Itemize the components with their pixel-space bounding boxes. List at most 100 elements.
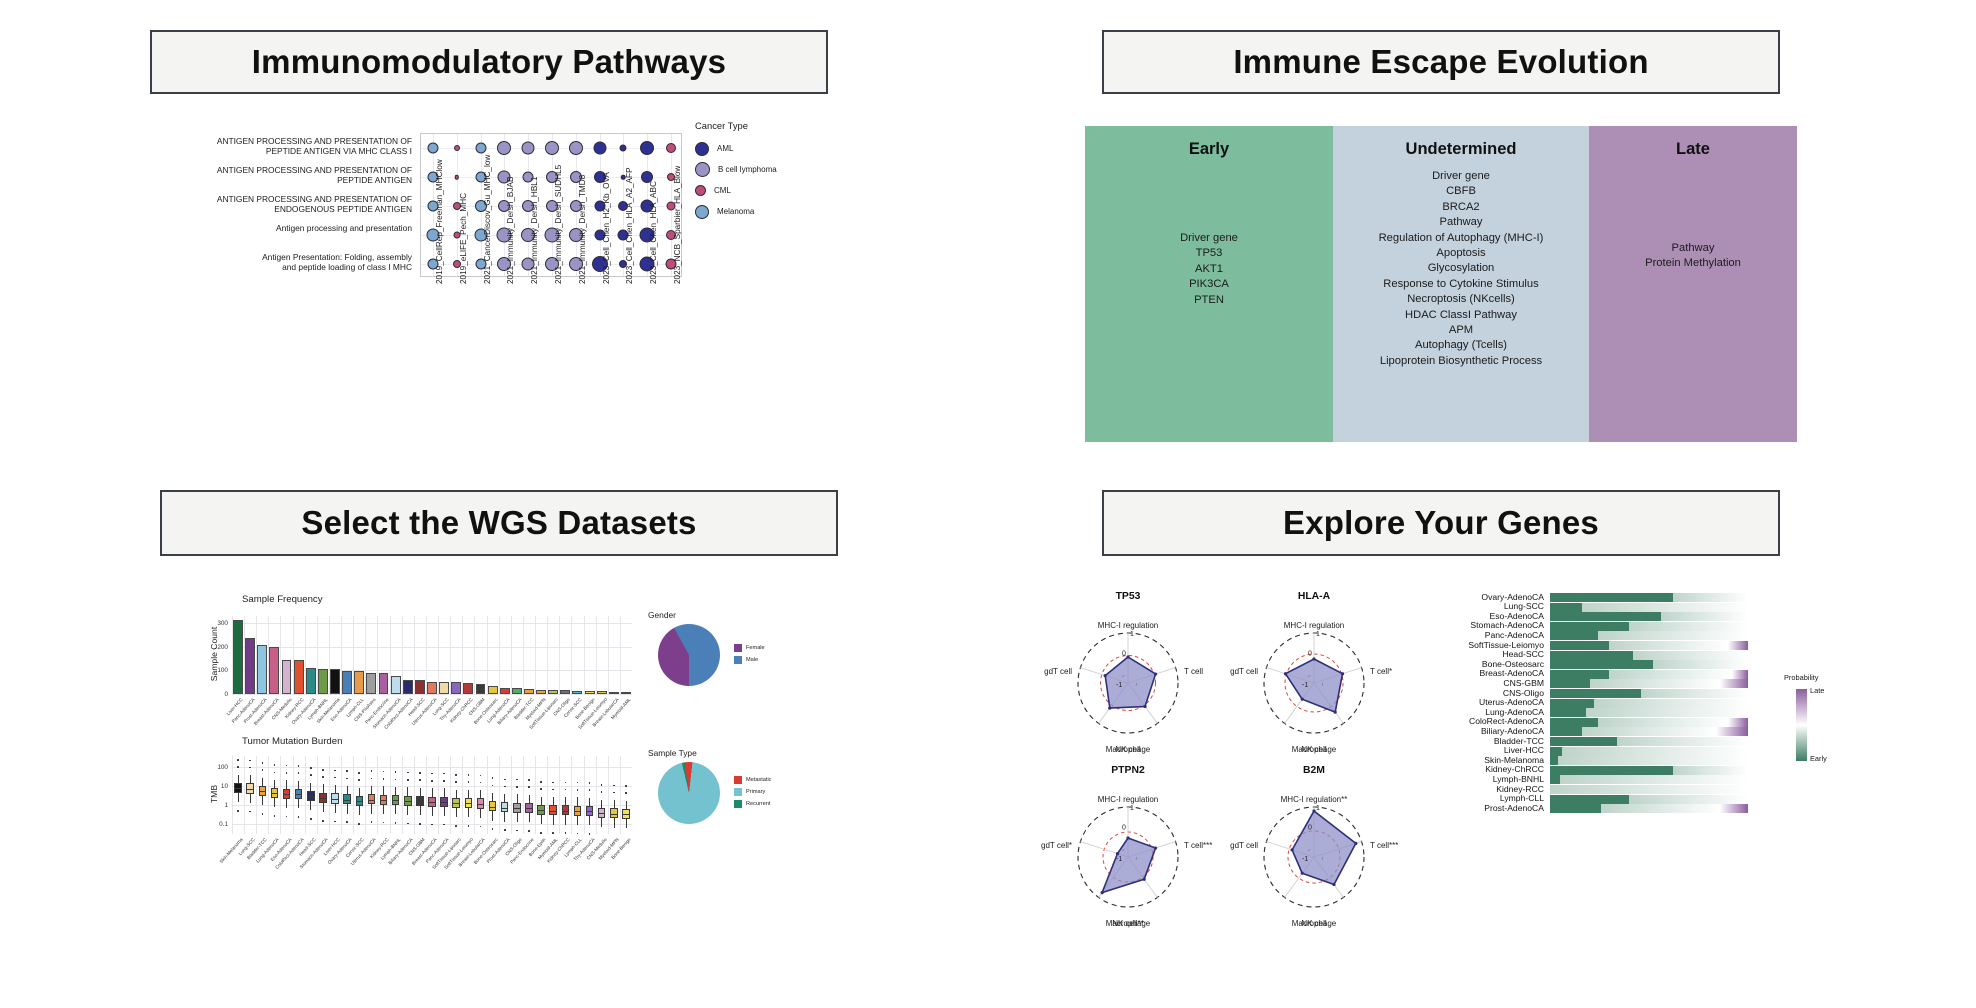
dotplot-dot[interactable] — [452, 259, 461, 268]
dotplot-dot[interactable] — [454, 174, 459, 180]
dotplot-dot[interactable] — [426, 228, 440, 242]
dotplot-dot[interactable] — [521, 227, 536, 242]
dotplot-dot[interactable] — [621, 174, 626, 180]
radar-chart-hla-a[interactable]: HLA-A 1 0 -1 MHC-I regulation T cell* NK cell M… — [1226, 591, 1402, 761]
box-chart-box[interactable] — [270, 788, 279, 799]
box-chart-box[interactable] — [343, 794, 351, 805]
box-chart-box[interactable] — [561, 805, 570, 816]
dotplot-legend-item[interactable]: CML — [695, 180, 777, 201]
heatmap-row[interactable] — [1550, 631, 1748, 641]
dotplot-dot[interactable] — [619, 144, 627, 152]
sample-type-pie-chart[interactable] — [658, 762, 720, 824]
dotplot-dot[interactable] — [521, 141, 535, 155]
bar-chart-bar[interactable] — [475, 684, 486, 694]
dotplot-dot[interactable] — [452, 202, 461, 210]
dotplot-dot[interactable] — [569, 200, 582, 212]
heatmap-row[interactable] — [1550, 775, 1748, 785]
bar-chart-bar[interactable] — [608, 691, 619, 694]
box-chart-box[interactable] — [464, 797, 473, 808]
bar-chart-bar[interactable] — [402, 679, 413, 694]
dotplot-dot[interactable] — [665, 258, 677, 270]
dotplot-dot[interactable] — [545, 256, 559, 271]
bar-chart-bar[interactable] — [596, 691, 607, 694]
bar-chart-bar[interactable] — [414, 680, 425, 694]
dotplot-dot[interactable] — [453, 231, 461, 239]
heatmap-row[interactable] — [1550, 804, 1748, 814]
dotplot-dot[interactable] — [522, 200, 535, 212]
box-chart-box[interactable] — [452, 797, 460, 808]
heatmap-row[interactable] — [1550, 794, 1748, 804]
dotplot-dot[interactable] — [475, 142, 487, 154]
box-chart-box[interactable] — [500, 802, 509, 813]
dotplot-dot[interactable] — [498, 200, 511, 212]
bar-chart-bar[interactable] — [354, 671, 365, 694]
box-chart-box[interactable] — [319, 792, 327, 803]
box-chart-box[interactable] — [597, 807, 606, 819]
box-chart-box[interactable] — [476, 798, 485, 809]
radar-chart-b2m[interactable]: B2M 1 0 -1 MHC-I regulation** T cell*** NK cel… — [1226, 765, 1402, 935]
dotplot-dot[interactable] — [521, 257, 535, 271]
dotplot-dot[interactable] — [474, 200, 487, 212]
dotplot-dot[interactable] — [568, 227, 583, 242]
box-chart-box[interactable] — [428, 796, 436, 807]
bar-chart-bar[interactable] — [572, 690, 583, 694]
dotplot-dot[interactable] — [427, 200, 439, 212]
dotplot-dot[interactable] — [546, 200, 558, 212]
dotplot-dot[interactable] — [641, 171, 654, 184]
box-chart-box[interactable] — [585, 805, 594, 817]
heatmap-row[interactable] — [1550, 756, 1748, 766]
dotplot-dot[interactable] — [544, 227, 560, 243]
box-chart-box[interactable] — [549, 805, 557, 816]
dotplot-dot[interactable] — [594, 229, 606, 241]
box-chart-box[interactable] — [379, 794, 388, 805]
bar-chart-bar[interactable] — [499, 687, 510, 694]
heatmap-row[interactable] — [1550, 679, 1748, 689]
bar-chart-bar[interactable] — [548, 690, 559, 694]
dotplot-dot[interactable] — [427, 258, 439, 270]
box-chart-box[interactable] — [331, 793, 339, 804]
bar-chart-bar[interactable] — [536, 689, 547, 694]
heatmap-row[interactable] — [1550, 698, 1748, 708]
box-chart-box[interactable] — [537, 804, 545, 815]
dotplot-dot[interactable] — [666, 229, 677, 240]
box-chart-box[interactable] — [610, 808, 618, 819]
heatmap-row[interactable] — [1550, 737, 1748, 746]
dotplot-dot[interactable] — [591, 255, 608, 272]
dotplot-dot[interactable] — [569, 171, 582, 184]
dotplot-dot[interactable] — [619, 259, 628, 268]
bar-chart-bar[interactable] — [366, 672, 377, 694]
box-chart-box[interactable] — [416, 796, 424, 807]
bar-chart-bar[interactable] — [463, 683, 474, 694]
heatmap-row[interactable] — [1550, 727, 1748, 737]
box-chart-box[interactable] — [391, 795, 400, 806]
dotplot-dot[interactable] — [568, 141, 583, 156]
dotplot-dot[interactable] — [666, 201, 676, 211]
heatmap-row[interactable] — [1550, 669, 1748, 679]
box-chart-box[interactable] — [258, 785, 267, 797]
bar-chart-bar[interactable] — [342, 670, 353, 694]
dotplot-dot[interactable] — [475, 258, 487, 270]
dotplot-dot[interactable] — [545, 141, 559, 156]
dotplot-dot[interactable] — [639, 227, 655, 243]
box-chart-box[interactable] — [355, 796, 363, 807]
box-chart-box[interactable] — [282, 788, 291, 799]
bar-chart-bar[interactable] — [378, 673, 389, 694]
dotplot-dot[interactable] — [593, 141, 607, 155]
box-chart-box[interactable] — [525, 802, 533, 814]
dotplot-dot[interactable] — [522, 171, 534, 183]
bar-chart-bar[interactable] — [305, 667, 316, 694]
bar-chart-bar[interactable] — [330, 668, 340, 694]
box-chart-box[interactable] — [294, 788, 303, 800]
dotplot-dot[interactable] — [497, 170, 511, 184]
dotplot-dot[interactable] — [475, 171, 487, 183]
evolution-column-late[interactable]: Late Pathway Protein Methylation — [1589, 126, 1797, 442]
box-chart-box[interactable] — [246, 783, 254, 794]
heatmap-row[interactable] — [1550, 746, 1748, 756]
dotplot-dot[interactable] — [474, 228, 488, 242]
heatmap-row[interactable] — [1550, 717, 1748, 727]
dotplot-dot[interactable] — [666, 143, 677, 154]
bar-chart-bar[interactable] — [281, 659, 292, 694]
heatmap-row[interactable] — [1550, 650, 1748, 660]
box-chart-box[interactable] — [367, 794, 376, 805]
bar-chart-bar[interactable] — [293, 660, 304, 694]
